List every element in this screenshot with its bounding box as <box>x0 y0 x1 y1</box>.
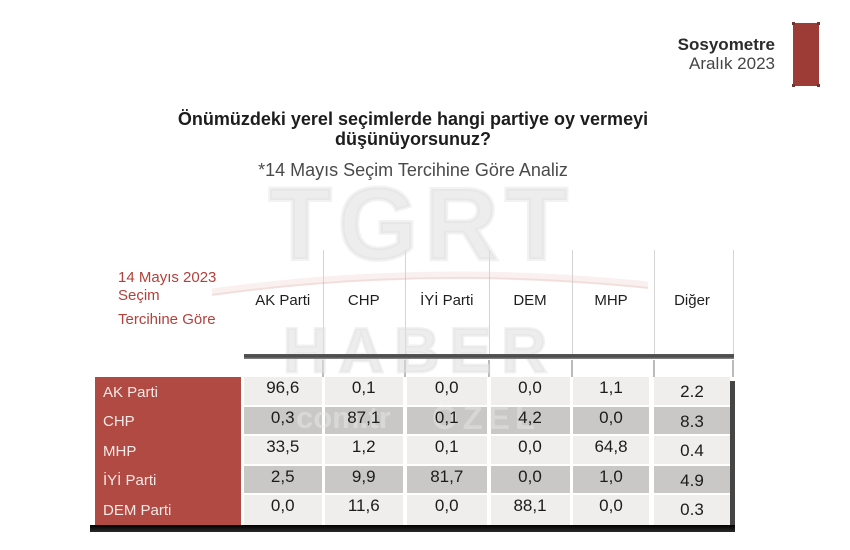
svg-text:com.tr: com.tr <box>296 400 391 435</box>
svg-text:ÖZEL: ÖZEL <box>432 399 540 436</box>
svg-text:TGRT: TGRT <box>269 167 575 281</box>
svg-text:HABER: HABER <box>283 316 557 386</box>
